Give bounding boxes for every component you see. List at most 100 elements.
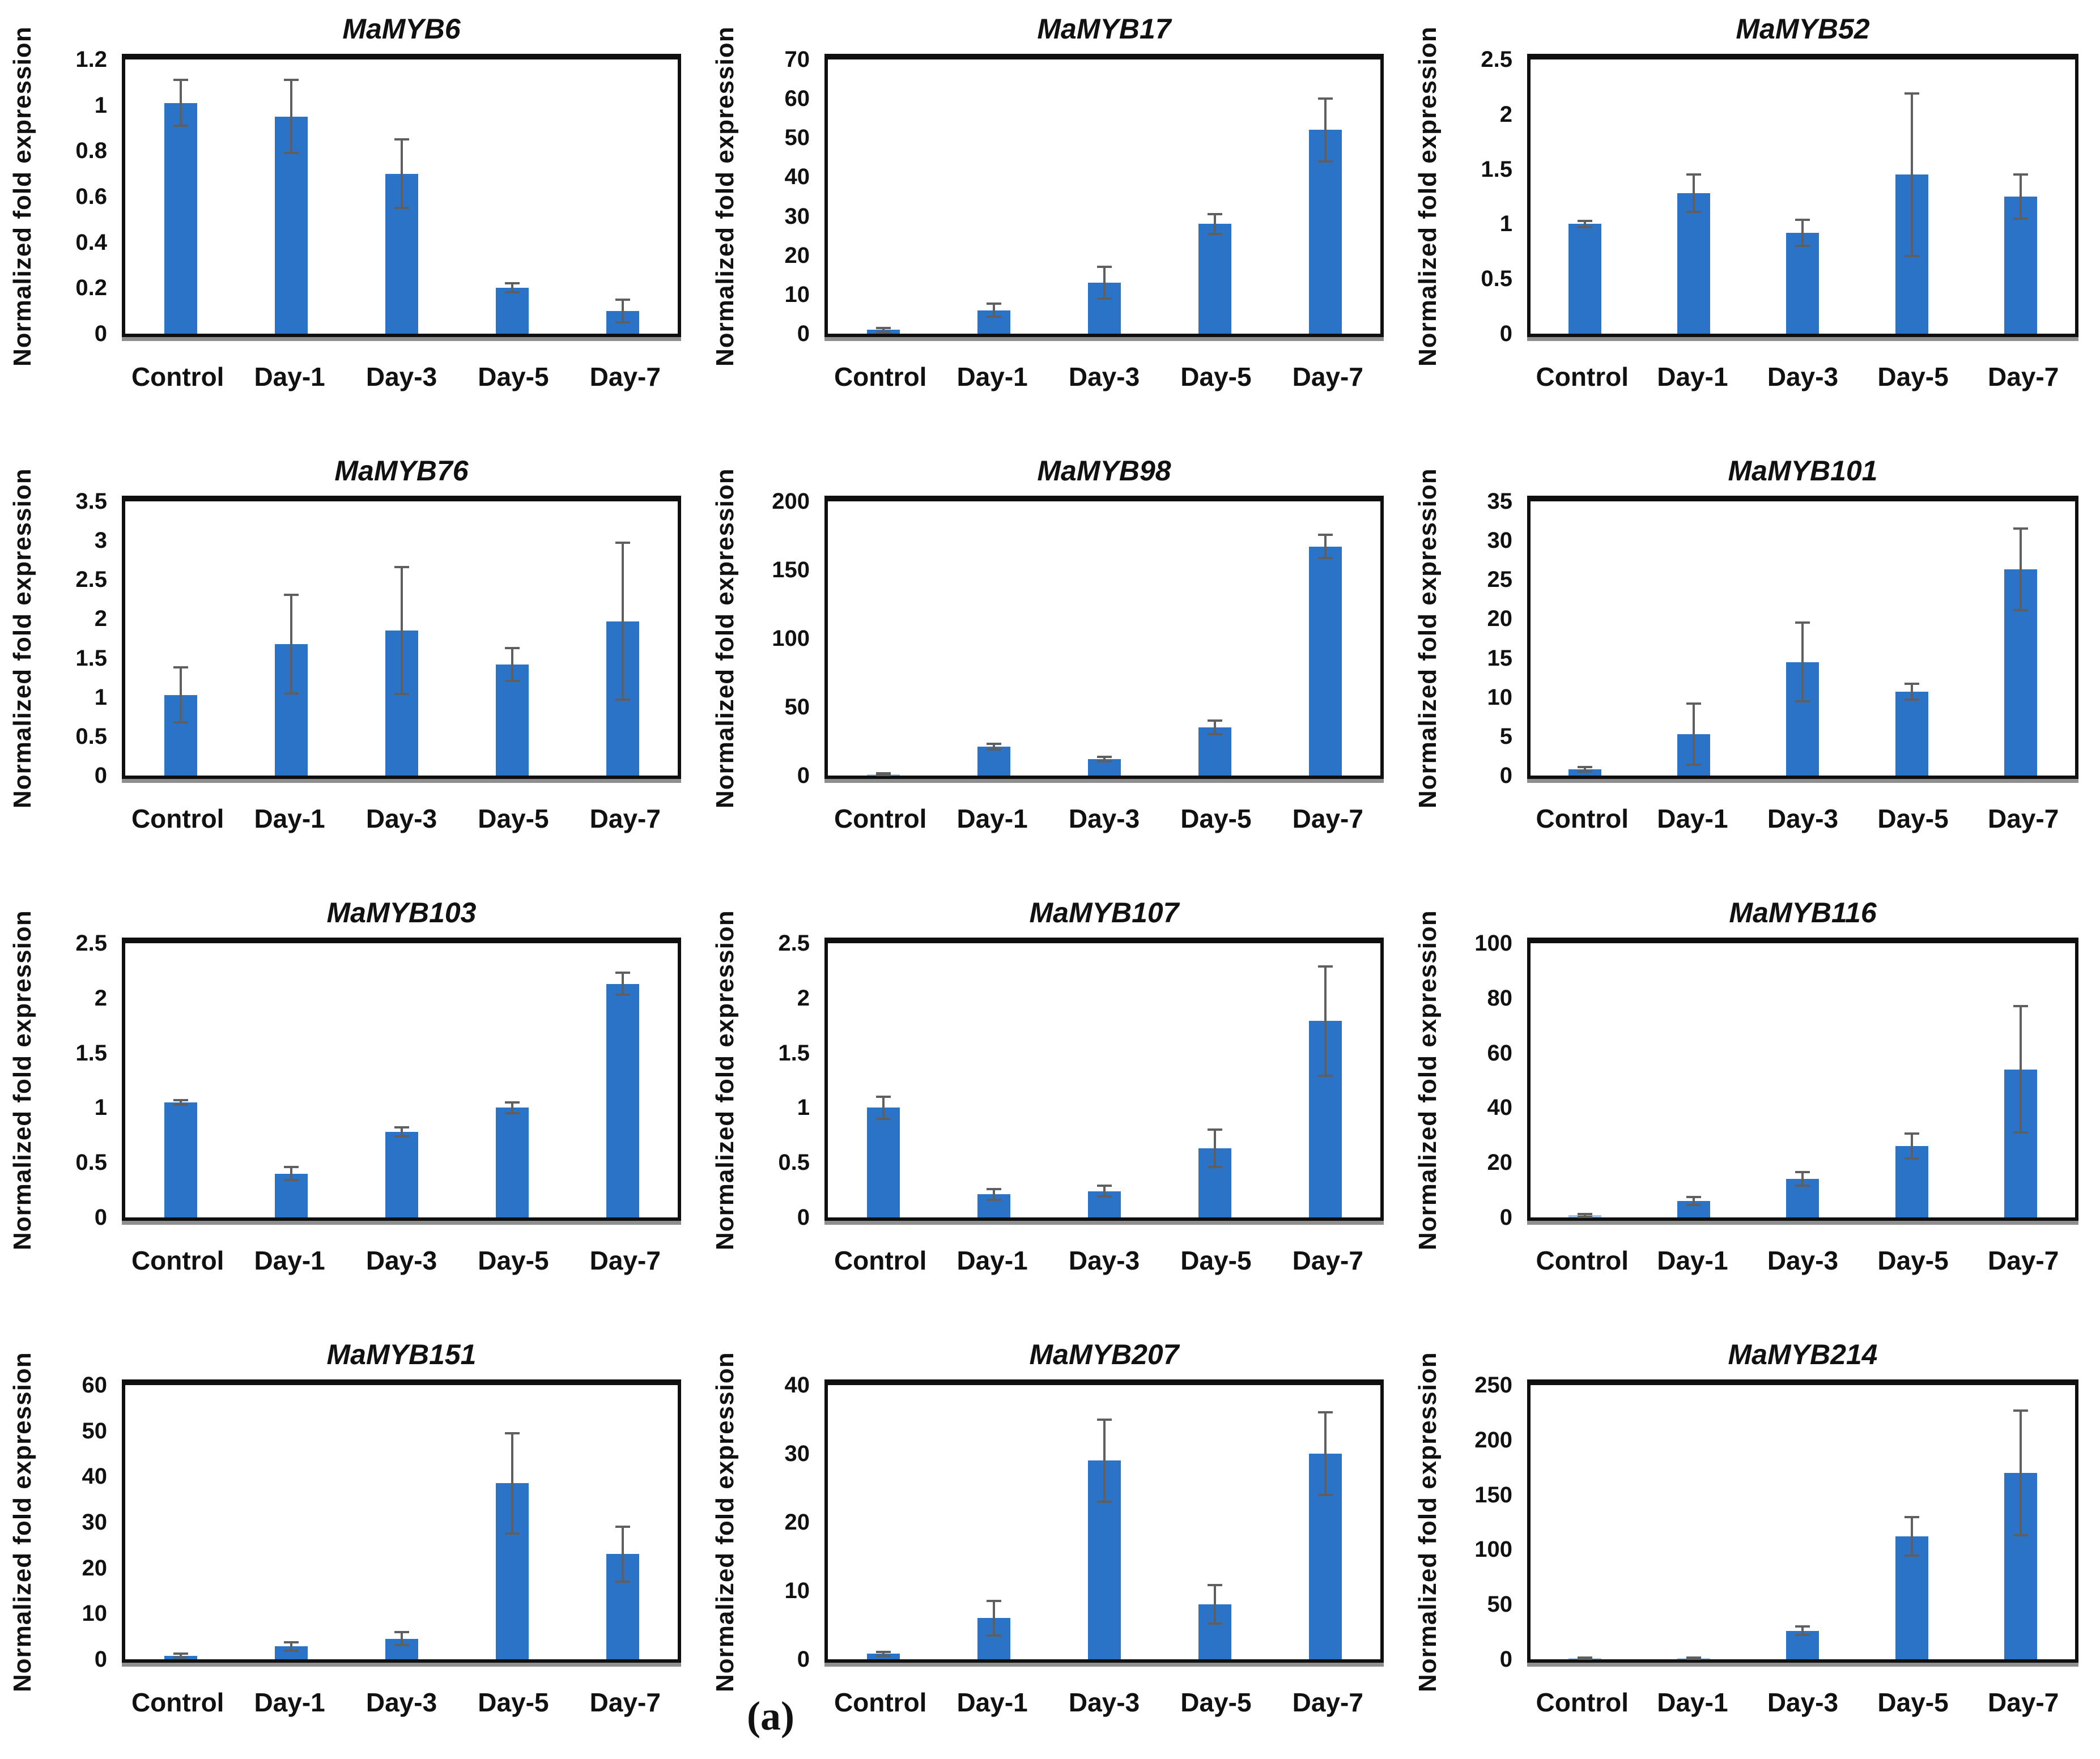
y-tick-label: 35 [1487, 489, 1513, 514]
error-bar-cap-top [504, 1432, 520, 1434]
bar [385, 1132, 418, 1217]
x-category-label: Day-7 [1292, 1246, 1363, 1275]
x-axis-labels: Control Day-1 Day-3 Day-5 Day-7 [122, 803, 681, 834]
y-tick-label: 0 [1499, 1205, 1512, 1230]
bar-group-control [1531, 501, 1639, 776]
x-category-label: Day-7 [1292, 362, 1363, 391]
plot-area [1527, 938, 2078, 1225]
error-bar-line [400, 1632, 403, 1645]
error-bar-line [1103, 267, 1106, 299]
x-category-label: Day-3 [1767, 804, 1839, 833]
bar-chart-panel: MaMYB214 Normalized fold expression 0 50 1… [1405, 1326, 2100, 1759]
error-bar-cap-top [1207, 1584, 1222, 1587]
y-tick-label: 2 [94, 985, 107, 1011]
plot-area [824, 54, 1384, 341]
chart-title: MaMYB101 [1728, 455, 1878, 487]
error-bar-line [2019, 529, 2022, 611]
error-bar-cap-top [283, 79, 299, 82]
error-bar-line [1584, 220, 1587, 228]
error-bar-line [511, 1102, 513, 1114]
bar [274, 1646, 308, 1659]
y-tick-label: 60 [784, 86, 810, 112]
bar-group-day-7 [567, 1385, 678, 1659]
error-bar-line [621, 299, 624, 322]
x-category-label: Day-1 [254, 1246, 325, 1275]
y-tick-label: 30 [82, 1510, 108, 1535]
x-axis-labels: Control Day-1 Day-3 Day-5 Day-7 [824, 1687, 1384, 1718]
x-category-label: Control [131, 804, 224, 833]
error-bar-cap-bottom [875, 1117, 891, 1120]
error-bar-cap-top [1904, 1516, 1919, 1519]
bar-chart-panel: MaMYB76 Normalized fold expression 0 0.5 1… [0, 442, 703, 884]
error-bar-cap-top [394, 138, 409, 141]
error-bar-cap-top [875, 326, 891, 329]
plot-area [122, 496, 681, 783]
x-category-label: Day-1 [254, 362, 325, 391]
error-bar-cap-bottom [394, 1135, 409, 1138]
y-axis-tick-labels: 0 0.5 1 1.5 2 2.5 [0, 932, 107, 1229]
plot-area [1527, 496, 2078, 783]
error-bar-cap-top [1317, 965, 1333, 968]
x-category-label: Day-5 [478, 804, 549, 833]
x-category-label: Control [1536, 1246, 1629, 1275]
error-bar-cap-bottom [615, 321, 630, 323]
error-bar-line [1213, 721, 1216, 735]
error-bar-cap-bottom [283, 1179, 299, 1182]
error-bar-cap-bottom [394, 693, 409, 696]
error-bar-line [2019, 174, 2022, 219]
x-category-label: Day-7 [1988, 1246, 2059, 1275]
x-category-label: Day-3 [1068, 804, 1140, 833]
bar-group-day-5 [457, 59, 567, 334]
error-bar-cap-bottom [173, 721, 188, 723]
error-bar-cap-top [1096, 1184, 1112, 1187]
x-category-label: Day-3 [1068, 1688, 1140, 1717]
error-bar-cap-top [615, 542, 630, 544]
bar-group-day-1 [1639, 1385, 1748, 1660]
bar [1895, 692, 1928, 776]
bar [495, 664, 529, 776]
error-bar-line [290, 1642, 292, 1651]
error-bar-cap-bottom [986, 748, 1001, 751]
bar-group-control [125, 1385, 236, 1659]
chart-title: MaMYB116 [1729, 897, 1877, 929]
bar-group-day-5 [1857, 501, 1966, 776]
error-bar-line [511, 1433, 513, 1534]
bar-group-day-3 [346, 943, 457, 1217]
error-bar-line [2019, 1006, 2022, 1132]
chart-title: MaMYB52 [1736, 13, 1870, 45]
bar-group-day-1 [236, 59, 346, 334]
plot-area [122, 1379, 681, 1667]
error-bar-line [1324, 99, 1327, 161]
error-bar-line [1584, 1213, 1587, 1217]
y-axis-tick-labels: 0 5 10 15 20 25 30 35 [1405, 490, 1513, 787]
x-category-label: Day-1 [254, 1688, 325, 1717]
bar [1198, 224, 1231, 334]
error-bar-cap-bottom [1904, 254, 1919, 257]
y-tick-label: 250 [1474, 1373, 1512, 1398]
bar-chart-panel: MaMYB103 Normalized fold expression 0 0.5… [0, 884, 703, 1326]
error-bar-line [1584, 766, 1587, 772]
error-bar-cap-bottom [504, 1532, 520, 1535]
x-category-label: Day-3 [365, 1688, 437, 1717]
bar-group-day-5 [1857, 59, 1966, 334]
error-bar-line [1324, 1412, 1327, 1495]
error-bar-line [1910, 1517, 1913, 1556]
y-tick-label: 2.5 [75, 931, 107, 956]
error-bar-cap-top [875, 772, 891, 775]
bar-group-control [1531, 943, 1639, 1218]
error-bar-cap-bottom [394, 207, 409, 210]
bar-chart-panel: MaMYB151 Normalized fold expression 0 10 2… [0, 1326, 703, 1759]
error-bar-cap-bottom [2013, 217, 2028, 220]
y-tick-label: 2 [797, 985, 810, 1011]
x-category-label: Day-1 [957, 1688, 1028, 1717]
bar-group-day-3 [346, 501, 457, 776]
x-category-label: Control [834, 804, 927, 833]
bar [1198, 727, 1231, 776]
error-bar-cap-bottom [283, 692, 299, 695]
x-category-label: Day-7 [1292, 804, 1363, 833]
error-bar-line [290, 80, 292, 154]
x-category-label: Day-1 [957, 1246, 1028, 1275]
y-tick-label: 1.5 [75, 645, 107, 671]
x-category-label: Day-3 [1767, 362, 1839, 391]
